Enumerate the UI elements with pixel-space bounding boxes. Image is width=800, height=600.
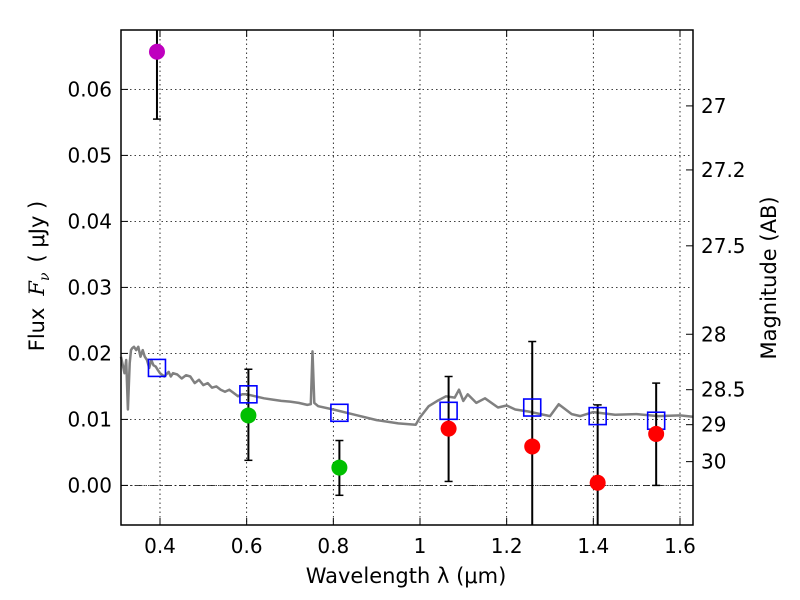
model-photometry-markers [147,358,666,431]
right-tick-label: 28 [701,322,726,346]
y-tick-labels: 0.00 0.01 0.02 0.03 0.04 0.05 0.06 [67,77,112,497]
y-tick-label: 0.04 [67,209,112,233]
x-tick-label: 0.6 [231,534,263,558]
x-axis-title: Wavelength λ (μm) [306,564,507,588]
right-tick-label: 29 [701,413,726,437]
observed-point [440,420,457,437]
x-tick-label: 1.2 [491,534,523,558]
observed-point [240,407,257,424]
model-photometry-square [147,358,167,378]
model-photometry-square [439,401,458,421]
x-tick-label: 0.4 [144,534,176,558]
y-tick-label: 0.03 [67,275,112,299]
right-tick-label: 27 [701,94,726,118]
x-tick-label: 1.4 [577,534,609,558]
y-tick-label: 0.00 [67,473,112,497]
plot-frame [120,29,694,526]
right-tick-label: 27.5 [701,234,746,258]
y-axis-title: Flux Fν ( μJy ) [25,201,53,351]
observed-point [589,474,606,491]
model-photometry-square [239,385,258,404]
right-tick-labels: 27 27.2 27.5 28 28.5 29 30 [701,94,746,474]
right-tick-label: 27.2 [701,158,746,182]
right-tick-label: 28.5 [701,378,746,402]
y-axis-title-unit: ( μJy ) [25,201,49,263]
x-tick-label: 0.8 [317,534,349,558]
observed-point [331,459,348,476]
y-tick-label: 0.01 [67,407,112,431]
observed-point [524,438,541,455]
right-tick-label: 30 [701,450,726,474]
model-photometry-square [522,398,542,417]
x-tick-label: 1 [414,534,427,558]
sed-curve [119,345,694,426]
x-tick-label: 1.6 [664,534,696,558]
y-axis-title-prefix: Flux [25,308,49,352]
x-tick-labels: 0.4 0.6 0.8 1 1.2 1.4 1.6 [144,534,696,558]
model-sed-line [119,345,694,426]
model-photometry-square [588,406,607,426]
grid [121,30,693,525]
y-tick-label: 0.06 [67,77,112,101]
y-tick-label: 0.02 [67,341,112,365]
error-bars [152,30,661,525]
axis-ticks [121,30,693,525]
observed-point [648,425,665,442]
y-tick-label: 0.05 [67,143,112,167]
observed-points [148,43,665,491]
right-axis-title: Magnitude (AB) [757,196,781,359]
observed-point [148,43,165,60]
y-axis-title-subscript: ν [37,272,53,281]
model-photometry-square [330,403,349,423]
y-axis-title-symbol: F [25,280,49,297]
